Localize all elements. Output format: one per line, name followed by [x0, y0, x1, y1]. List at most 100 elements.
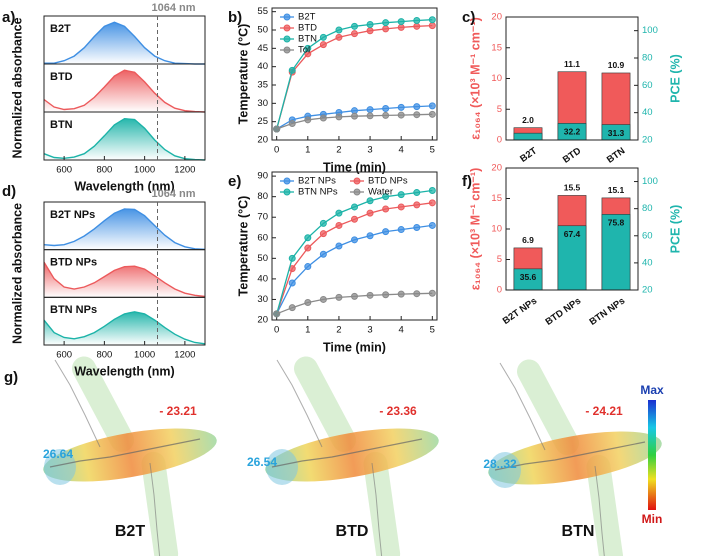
point: [351, 22, 358, 30]
negative-potential: - 23.36: [379, 404, 417, 418]
series-label: B2T: [50, 23, 71, 35]
point: [335, 26, 343, 34]
point: [428, 289, 436, 297]
y-tick-label: 55: [257, 6, 268, 17]
molecule-name: BTD: [336, 523, 369, 540]
legend-marker: [353, 177, 361, 185]
molecule-name: B2T: [115, 523, 145, 540]
y2-tick-label: 20: [642, 285, 653, 296]
legend-label: BTN: [298, 34, 317, 45]
spectrum-line: [43, 208, 206, 250]
plot-frame: [505, 167, 639, 291]
x-tick-label: 4: [399, 145, 404, 156]
point: [335, 33, 343, 41]
value-label: 35.6: [520, 272, 537, 282]
point: [319, 250, 327, 258]
spectrum-line: [43, 261, 206, 298]
y-axis-title: PCE (%): [668, 205, 682, 254]
legend-marker: [353, 188, 361, 196]
x-tick-label: 1000: [134, 165, 155, 176]
legend-marker: [283, 35, 291, 43]
y-tick-label: 40: [257, 61, 268, 72]
point: [397, 226, 405, 234]
y2-tick-label: 40: [642, 107, 653, 118]
positive-potential: 26.54: [247, 455, 277, 469]
point: [304, 244, 312, 252]
point: [304, 116, 312, 124]
point: [428, 187, 436, 194]
point: [413, 290, 421, 298]
point: [382, 193, 390, 201]
y-axis-title: Normalized absorbance: [10, 203, 24, 344]
x-tick-label: 800: [96, 165, 112, 176]
x-tick-label: 0: [274, 145, 279, 156]
colorbar: [648, 400, 656, 510]
point: [413, 224, 421, 231]
spectrum-line: [43, 311, 206, 345]
x-axis-title: Time (min): [323, 340, 386, 354]
negative-potential: - 23.21: [159, 404, 197, 418]
value-label: 6.9: [522, 235, 534, 245]
legend-marker: [283, 188, 291, 196]
y-tick-label: 0: [497, 135, 502, 146]
panel-label: a): [2, 9, 15, 26]
x-tick-label: 0: [274, 325, 279, 336]
esp-panel: g) Max Min 26.64 - 23.21 B2T 26.54 - 23.36 BT…: [4, 351, 667, 556]
point: [351, 112, 358, 120]
x-tick-label: 600: [56, 350, 72, 361]
y-tick-label: 0: [497, 285, 502, 296]
point: [413, 103, 421, 111]
y-tick-label: 15: [491, 193, 502, 204]
point: [304, 263, 312, 271]
point: [304, 44, 312, 52]
series-label: BTD NPs: [50, 257, 97, 269]
point: [288, 304, 296, 312]
y-tick-label: 80: [257, 191, 268, 202]
point: [319, 41, 327, 49]
panel-label: c): [462, 9, 475, 26]
x-tick-label: 2: [336, 325, 341, 336]
y-axis-title: ε₁₀₆₄ (×10³ M⁻¹ cm⁻¹): [468, 17, 482, 139]
y2-tick-label: 80: [642, 53, 653, 64]
point: [413, 22, 421, 30]
y2-tick-label: 80: [642, 203, 653, 214]
spectrum-line: [43, 117, 206, 161]
y-tick-label: 10: [491, 224, 502, 235]
point: [397, 191, 405, 199]
point: [319, 114, 327, 122]
plot-frame: [505, 16, 639, 141]
legend-label: BTN NPs: [298, 187, 338, 198]
negative-potential: - 24.21: [585, 404, 623, 418]
point: [335, 221, 343, 229]
area-fill: [44, 262, 205, 298]
y-tick-label: 30: [257, 98, 268, 109]
point: [288, 66, 296, 74]
area-fill: [44, 209, 205, 250]
x-axis-title: Wavelength (nm): [74, 179, 174, 193]
point: [428, 221, 436, 229]
y2-tick-label: 20: [642, 135, 653, 146]
legend-label: Tol: [298, 45, 310, 56]
point: [351, 30, 358, 38]
area-fill: [44, 311, 205, 345]
x-tick-label: 1200: [174, 165, 195, 176]
positive-potential: 26.64: [43, 447, 73, 461]
panel-label: d): [2, 183, 16, 200]
point: [319, 230, 327, 238]
legend-marker: [283, 177, 291, 185]
plot-frame: [271, 7, 438, 141]
bar: [557, 225, 587, 291]
y-tick-label: 45: [257, 43, 268, 54]
panel-label: f): [462, 173, 472, 190]
y-axis-title: Normalized absorbance: [10, 17, 24, 158]
y-tick-label: 20: [491, 163, 502, 174]
legend-label: B2T NPs: [298, 176, 336, 187]
chart-panel: 0 5 10 15 20 20 40 60 80 100 2.0 11.1 10.9 32.2 31.3 B2…: [462, 9, 682, 166]
value-label: 2.0: [522, 115, 534, 125]
x-tick-label: 1: [305, 145, 310, 156]
chart-panel: B2T NPs BTD NPs BTN NPs 1064 nm 600 800 1000 12…: [2, 183, 206, 378]
point: [288, 254, 296, 262]
point: [397, 290, 405, 298]
y-tick-label: 30: [257, 294, 268, 305]
x-tick-label: 5: [430, 325, 435, 336]
